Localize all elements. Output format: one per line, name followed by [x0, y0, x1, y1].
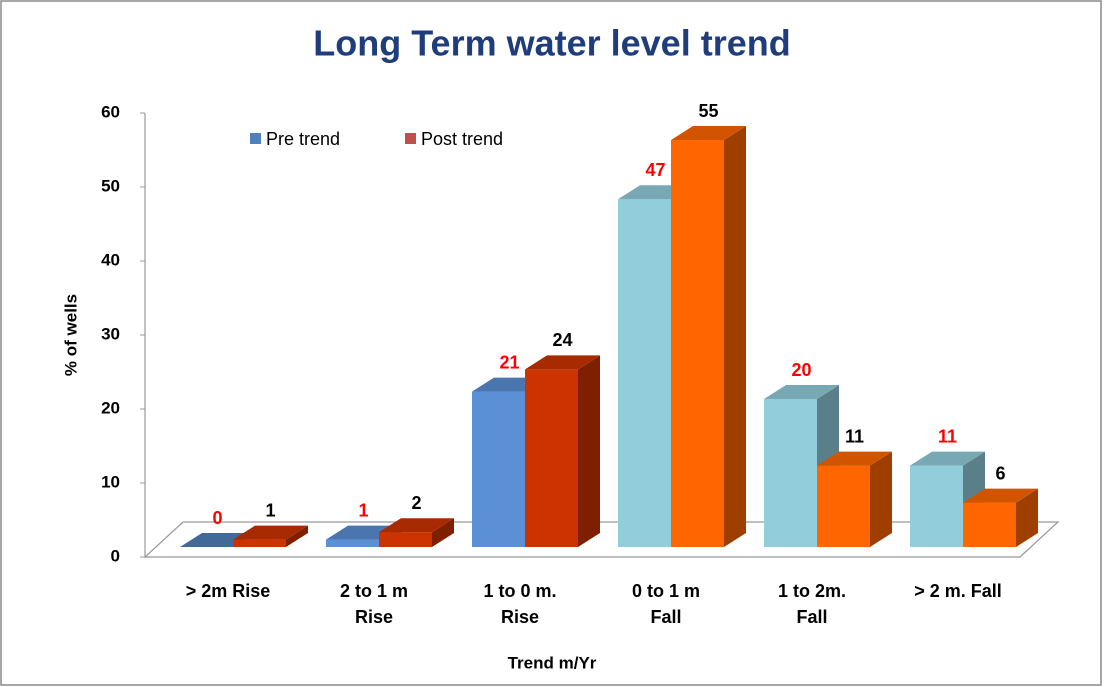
- y-tick-label: 0: [111, 546, 120, 565]
- legend-swatch: [405, 133, 416, 144]
- data-label: 55: [698, 101, 718, 121]
- data-label: 2: [411, 493, 421, 513]
- data-label: 24: [552, 330, 572, 350]
- bar: [817, 451, 892, 547]
- bar-side: [286, 525, 308, 547]
- legend-label: Pre trend: [266, 129, 340, 149]
- y-tick-label: 50: [101, 176, 120, 195]
- y-axis-label: % of wells: [61, 294, 80, 376]
- x-tick-label: > 2 m. Fall: [914, 581, 1002, 601]
- bar-side: [724, 126, 746, 547]
- data-label: 1: [265, 500, 275, 520]
- bar: [671, 126, 746, 547]
- legend-label: Post trend: [421, 129, 503, 149]
- bar-front: [525, 369, 578, 547]
- bar-side: [432, 518, 454, 547]
- x-tick-label: 2 to 1 m Rise: [339, 581, 409, 627]
- data-label: 0: [212, 508, 222, 528]
- x-tick-label: > 2m Rise: [185, 581, 271, 601]
- bar-front: [472, 391, 525, 547]
- data-label: 6: [995, 463, 1005, 483]
- bar: [379, 518, 454, 547]
- bar-front: [233, 539, 286, 547]
- bar-front: [379, 532, 432, 547]
- bar: [233, 525, 308, 547]
- bar-top: [233, 525, 308, 540]
- bar-side: [870, 451, 892, 547]
- y-tick-label: 40: [101, 250, 120, 269]
- bar-top: [379, 518, 454, 533]
- bar-top: [910, 451, 985, 466]
- data-label: 1: [358, 500, 368, 520]
- data-label: 47: [645, 160, 665, 180]
- y-tick-label: 20: [101, 398, 120, 417]
- data-label: 21: [499, 352, 519, 372]
- x-tick-label: 1 to 0 m. Rise: [483, 581, 557, 627]
- bar-front: [326, 539, 379, 547]
- bar-front: [817, 465, 870, 547]
- chart-title: Long Term water level trend: [313, 23, 790, 64]
- bar-top: [764, 385, 839, 399]
- bar-top: [525, 355, 600, 370]
- bar-front: [764, 399, 817, 547]
- data-label: 11: [938, 426, 957, 446]
- y-tick-label: 30: [101, 324, 120, 343]
- bar-front: [671, 140, 724, 547]
- x-tick-label: 1 to 2m. Fall: [777, 581, 847, 627]
- data-label: 11: [845, 426, 864, 446]
- bar-front: [910, 465, 963, 547]
- bar-front: [618, 199, 671, 547]
- bar: [525, 355, 600, 547]
- y-tick-label: 60: [101, 102, 120, 121]
- legend-swatch: [250, 133, 261, 144]
- bar: [963, 488, 1038, 547]
- bar-front: [963, 502, 1016, 547]
- bar-top: [671, 126, 746, 140]
- bar-side: [1016, 488, 1038, 547]
- x-axis-label: Trend m/Yr: [508, 653, 597, 672]
- y-tick-label: 10: [101, 472, 120, 491]
- bar-top: [963, 488, 1038, 503]
- data-label: 20: [791, 360, 811, 380]
- bar-top: [817, 451, 892, 466]
- x-tick-label: 0 to 1 m Fall: [631, 581, 701, 627]
- bar-side: [578, 355, 600, 547]
